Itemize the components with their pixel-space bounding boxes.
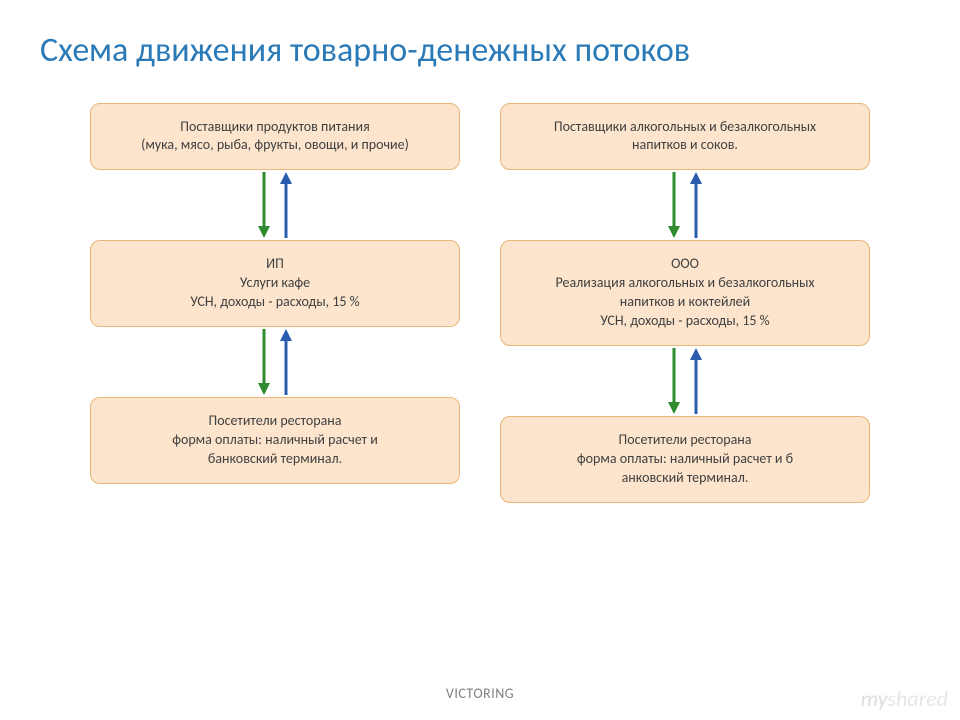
box-line: Услуги кафе [107, 274, 443, 293]
box-line: форма оплаты: наличный расчет и б [517, 450, 853, 469]
box-right-1: ОООРеализация алкогольных и безалкогольн… [500, 240, 870, 346]
arrow-up-icon [688, 346, 704, 416]
arrow-up-icon [278, 170, 294, 240]
box-line: напитков и соков. [517, 136, 853, 155]
arrow-pair [256, 170, 294, 240]
footer-text: VICTORING [0, 685, 960, 702]
column-right: Поставщики алкогольных и безалкогольныхн… [500, 103, 870, 503]
box-line: Поставщики алкогольных и безалкогольных [517, 118, 853, 137]
box-line: анковский терминал. [517, 469, 853, 488]
arrow-pair [666, 170, 704, 240]
watermark-part2: shared [887, 685, 948, 712]
box-line: УСН, доходы - расходы, 15 % [517, 312, 853, 331]
arrow-pair [256, 327, 294, 397]
arrow-down-icon [666, 346, 682, 416]
box-left-1: ИПУслуги кафеУСН, доходы - расходы, 15 % [90, 240, 460, 327]
watermark: myshared [861, 685, 948, 712]
box-line: банковский терминал. [107, 450, 443, 469]
box-line: УСН, доходы - расходы, 15 % [107, 293, 443, 312]
box-left-0: Поставщики продуктов питания(мука, мясо,… [90, 103, 460, 171]
flow-diagram: Поставщики продуктов питания(мука, мясо,… [0, 93, 960, 503]
arrow-up-icon [688, 170, 704, 240]
box-line: Поставщики продуктов питания [107, 118, 443, 137]
arrow-up-icon [278, 327, 294, 397]
box-line: Посетители ресторана [517, 431, 853, 450]
box-line: (мука, мясо, рыба, фрукты, овощи, и проч… [107, 136, 443, 155]
page-title: Схема движения товарно-денежных потоков [0, 0, 960, 93]
watermark-part1: my [861, 685, 888, 712]
box-line: Посетители ресторана [107, 412, 443, 431]
box-right-2: Посетители ресторанаформа оплаты: наличн… [500, 416, 870, 503]
box-line: Реализация алкогольных и безалкогольных [517, 274, 853, 293]
box-line: напитков и коктейлей [517, 293, 853, 312]
arrow-pair [666, 346, 704, 416]
box-line: ИП [107, 255, 443, 274]
box-left-2: Посетители ресторанаформа оплаты: наличн… [90, 397, 460, 484]
box-right-0: Поставщики алкогольных и безалкогольныхн… [500, 103, 870, 171]
arrow-down-icon [256, 170, 272, 240]
box-line: форма оплаты: наличный расчет и [107, 431, 443, 450]
box-line: ООО [517, 255, 853, 274]
arrow-down-icon [256, 327, 272, 397]
arrow-down-icon [666, 170, 682, 240]
column-left: Поставщики продуктов питания(мука, мясо,… [90, 103, 460, 503]
